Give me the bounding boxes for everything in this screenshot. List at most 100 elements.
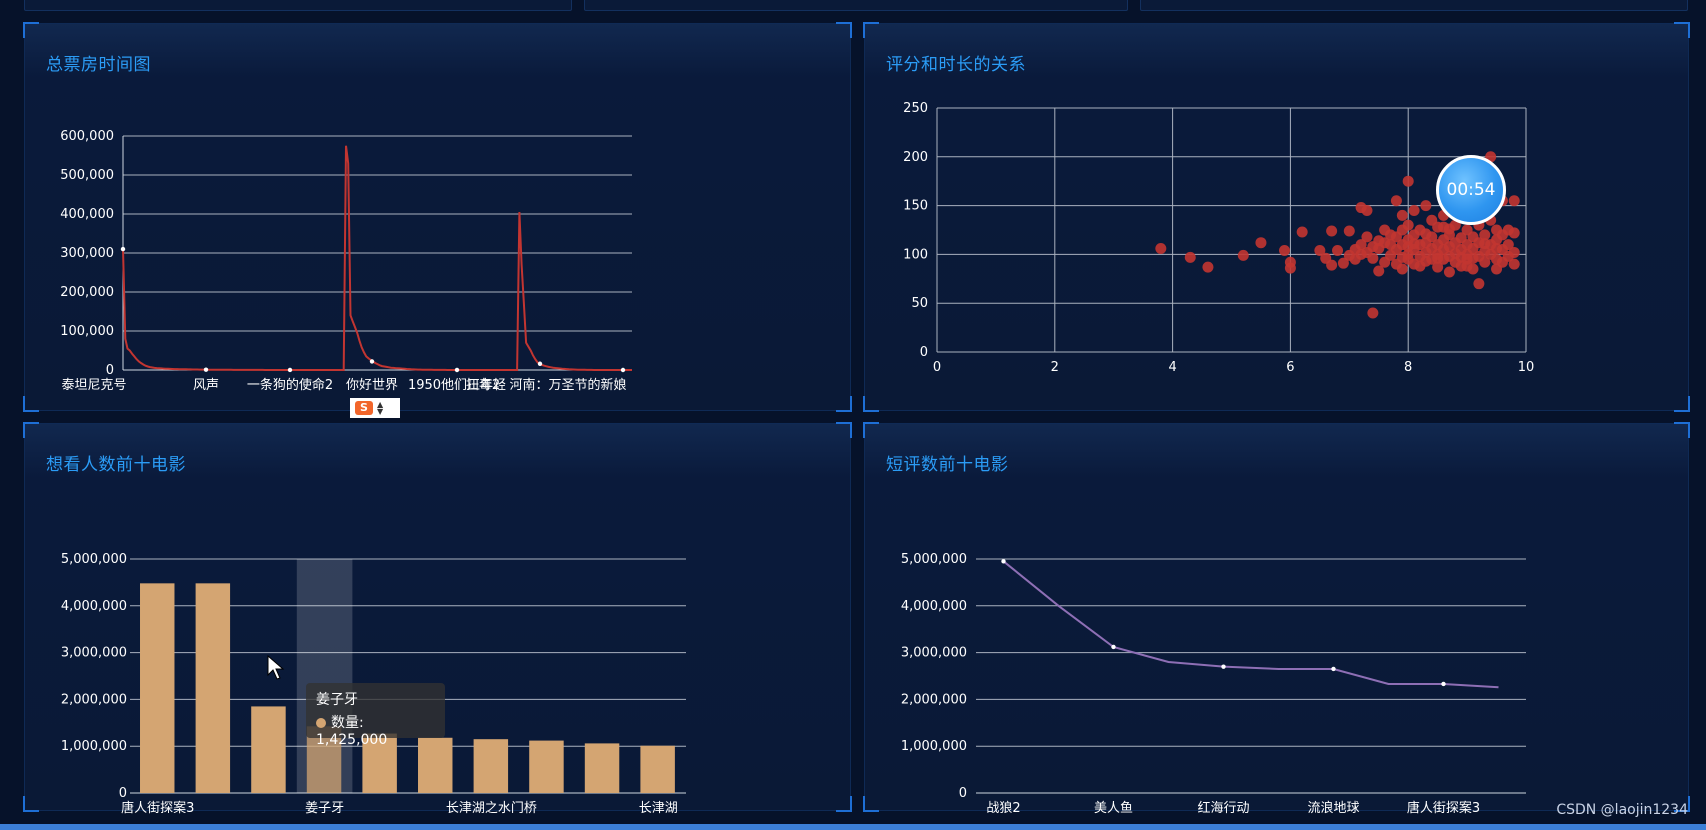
bar bbox=[640, 745, 675, 793]
corner-decoration bbox=[836, 22, 852, 38]
x-tick-label: 红海行动 bbox=[1197, 800, 1249, 816]
ime-toolbar[interactable]: S ▲ ▼ bbox=[350, 398, 400, 418]
scatter-point bbox=[1402, 175, 1414, 187]
x-tick-label: 河南：万圣节的新娘 bbox=[509, 377, 626, 393]
scatter-point bbox=[1361, 231, 1373, 243]
y-tick-label: 200,000 bbox=[60, 285, 114, 300]
scatter-point bbox=[1479, 256, 1491, 268]
line-point bbox=[203, 367, 209, 372]
x-tick-label: 唐人街探案3 bbox=[121, 800, 194, 816]
scatter-point bbox=[1279, 244, 1291, 256]
x-tick-label: 长津湖 bbox=[639, 801, 678, 816]
panel-title: 短评数前十电影 bbox=[886, 455, 1009, 475]
x-tick-label: 2 bbox=[1051, 360, 1059, 375]
upper-panel-edge-1 bbox=[24, 0, 572, 11]
scatter-point bbox=[1361, 204, 1373, 216]
y-tick-label: 3,000,000 bbox=[901, 646, 967, 661]
scatter-point bbox=[1508, 246, 1520, 258]
bar bbox=[195, 583, 231, 793]
x-tick-label: 唐人街探案3 bbox=[1407, 800, 1480, 816]
scatter-point bbox=[1402, 241, 1414, 253]
scatter-point bbox=[1455, 251, 1467, 263]
y-tick-label: 2,000,000 bbox=[901, 692, 967, 707]
x-tick-label: 美人鱼 bbox=[1094, 800, 1133, 816]
panel-title: 总票房时间图 bbox=[46, 55, 151, 75]
panel-title: 想看人数前十电影 bbox=[46, 455, 186, 475]
line-point bbox=[120, 246, 126, 252]
y-tick-label: 250 bbox=[903, 101, 928, 116]
scatter-point bbox=[1491, 243, 1503, 255]
timer-text: 00:54 bbox=[1446, 180, 1496, 200]
y-tick-label: 1,000,000 bbox=[61, 739, 127, 754]
y-tick-label: 0 bbox=[106, 363, 114, 378]
scatter-point bbox=[1408, 204, 1420, 216]
x-tick-label: 长津湖之水门桥 bbox=[446, 801, 537, 816]
scatter-point bbox=[1432, 252, 1444, 264]
scatter-point bbox=[1420, 228, 1432, 240]
bar bbox=[529, 740, 564, 793]
line-point bbox=[1001, 559, 1006, 564]
scatter-point bbox=[1373, 265, 1385, 277]
y-tick-label: 100 bbox=[903, 247, 928, 262]
tooltip-series-name: 数量 bbox=[331, 715, 359, 731]
scatter-point bbox=[1502, 224, 1514, 236]
scatter-point bbox=[1314, 244, 1326, 256]
tooltip-title: 姜子牙 bbox=[316, 692, 358, 708]
scatter-point bbox=[1473, 278, 1485, 290]
x-tick-label: 1950他们正年轻 bbox=[408, 378, 506, 393]
line-point bbox=[1441, 681, 1446, 687]
scatter-point bbox=[1284, 262, 1296, 274]
corner-decoration bbox=[836, 396, 852, 412]
y-tick-label: 4,000,000 bbox=[901, 599, 967, 614]
scatter-point bbox=[1367, 307, 1379, 319]
line-point bbox=[537, 361, 543, 366]
line-point bbox=[369, 359, 375, 364]
scatter-point bbox=[1508, 258, 1520, 270]
x-tick-label: 风声 bbox=[193, 378, 219, 393]
corner-decoration bbox=[863, 22, 879, 38]
scatter-point bbox=[1438, 221, 1450, 233]
tooltip-row: 数量: 1,425,000 bbox=[316, 712, 435, 748]
x-tick-label: 6 bbox=[1286, 360, 1294, 375]
watermark: CSDN @laojin1234 bbox=[1556, 802, 1688, 818]
recording-timer[interactable]: 00:54 bbox=[1436, 155, 1506, 225]
scatter-point bbox=[1296, 226, 1308, 238]
scatter-point bbox=[1502, 239, 1514, 251]
scatter-point bbox=[1461, 260, 1473, 272]
x-tick-label: 8 bbox=[1404, 360, 1412, 375]
scatter-point bbox=[1479, 238, 1491, 250]
line-point bbox=[620, 367, 626, 373]
x-tick-label: 10 bbox=[1518, 360, 1535, 375]
y-tick-label: 100,000 bbox=[60, 324, 114, 339]
scatter-point bbox=[1155, 243, 1167, 255]
scatter-point bbox=[1508, 195, 1520, 207]
y-tick-label: 500,000 bbox=[60, 168, 114, 183]
tooltip-series-dot bbox=[316, 718, 326, 728]
scatter-point bbox=[1396, 251, 1408, 263]
y-tick-label: 400,000 bbox=[60, 207, 114, 222]
line-point bbox=[1221, 664, 1226, 669]
upper-panel-edge-3 bbox=[1140, 0, 1688, 11]
bar bbox=[251, 706, 286, 793]
line-point bbox=[287, 367, 293, 373]
scatter-point bbox=[1337, 257, 1349, 269]
scatter-point bbox=[1390, 195, 1402, 207]
corner-decoration bbox=[863, 422, 879, 438]
scatter-point bbox=[1402, 219, 1414, 231]
corner-decoration bbox=[836, 796, 852, 812]
upper-panel-edge-2 bbox=[584, 0, 1128, 11]
x-tick-label: 你好世界 bbox=[346, 378, 398, 393]
bar bbox=[584, 743, 620, 793]
short-reviews-line bbox=[1002, 560, 1499, 689]
corner-decoration bbox=[23, 22, 39, 38]
x-tick-label: 4 bbox=[1168, 360, 1176, 375]
y-tick-label: 3,000,000 bbox=[61, 646, 127, 661]
scatter-point bbox=[1255, 237, 1267, 249]
rating-duration-panel: 评分和时长的关系 bbox=[863, 22, 1690, 412]
scatter-point bbox=[1479, 229, 1491, 241]
scatter-point bbox=[1326, 259, 1338, 271]
updown-arrows-icon[interactable]: ▲ ▼ bbox=[377, 400, 384, 416]
scatter-point bbox=[1467, 252, 1479, 264]
y-tick-label: 5,000,000 bbox=[61, 552, 127, 567]
